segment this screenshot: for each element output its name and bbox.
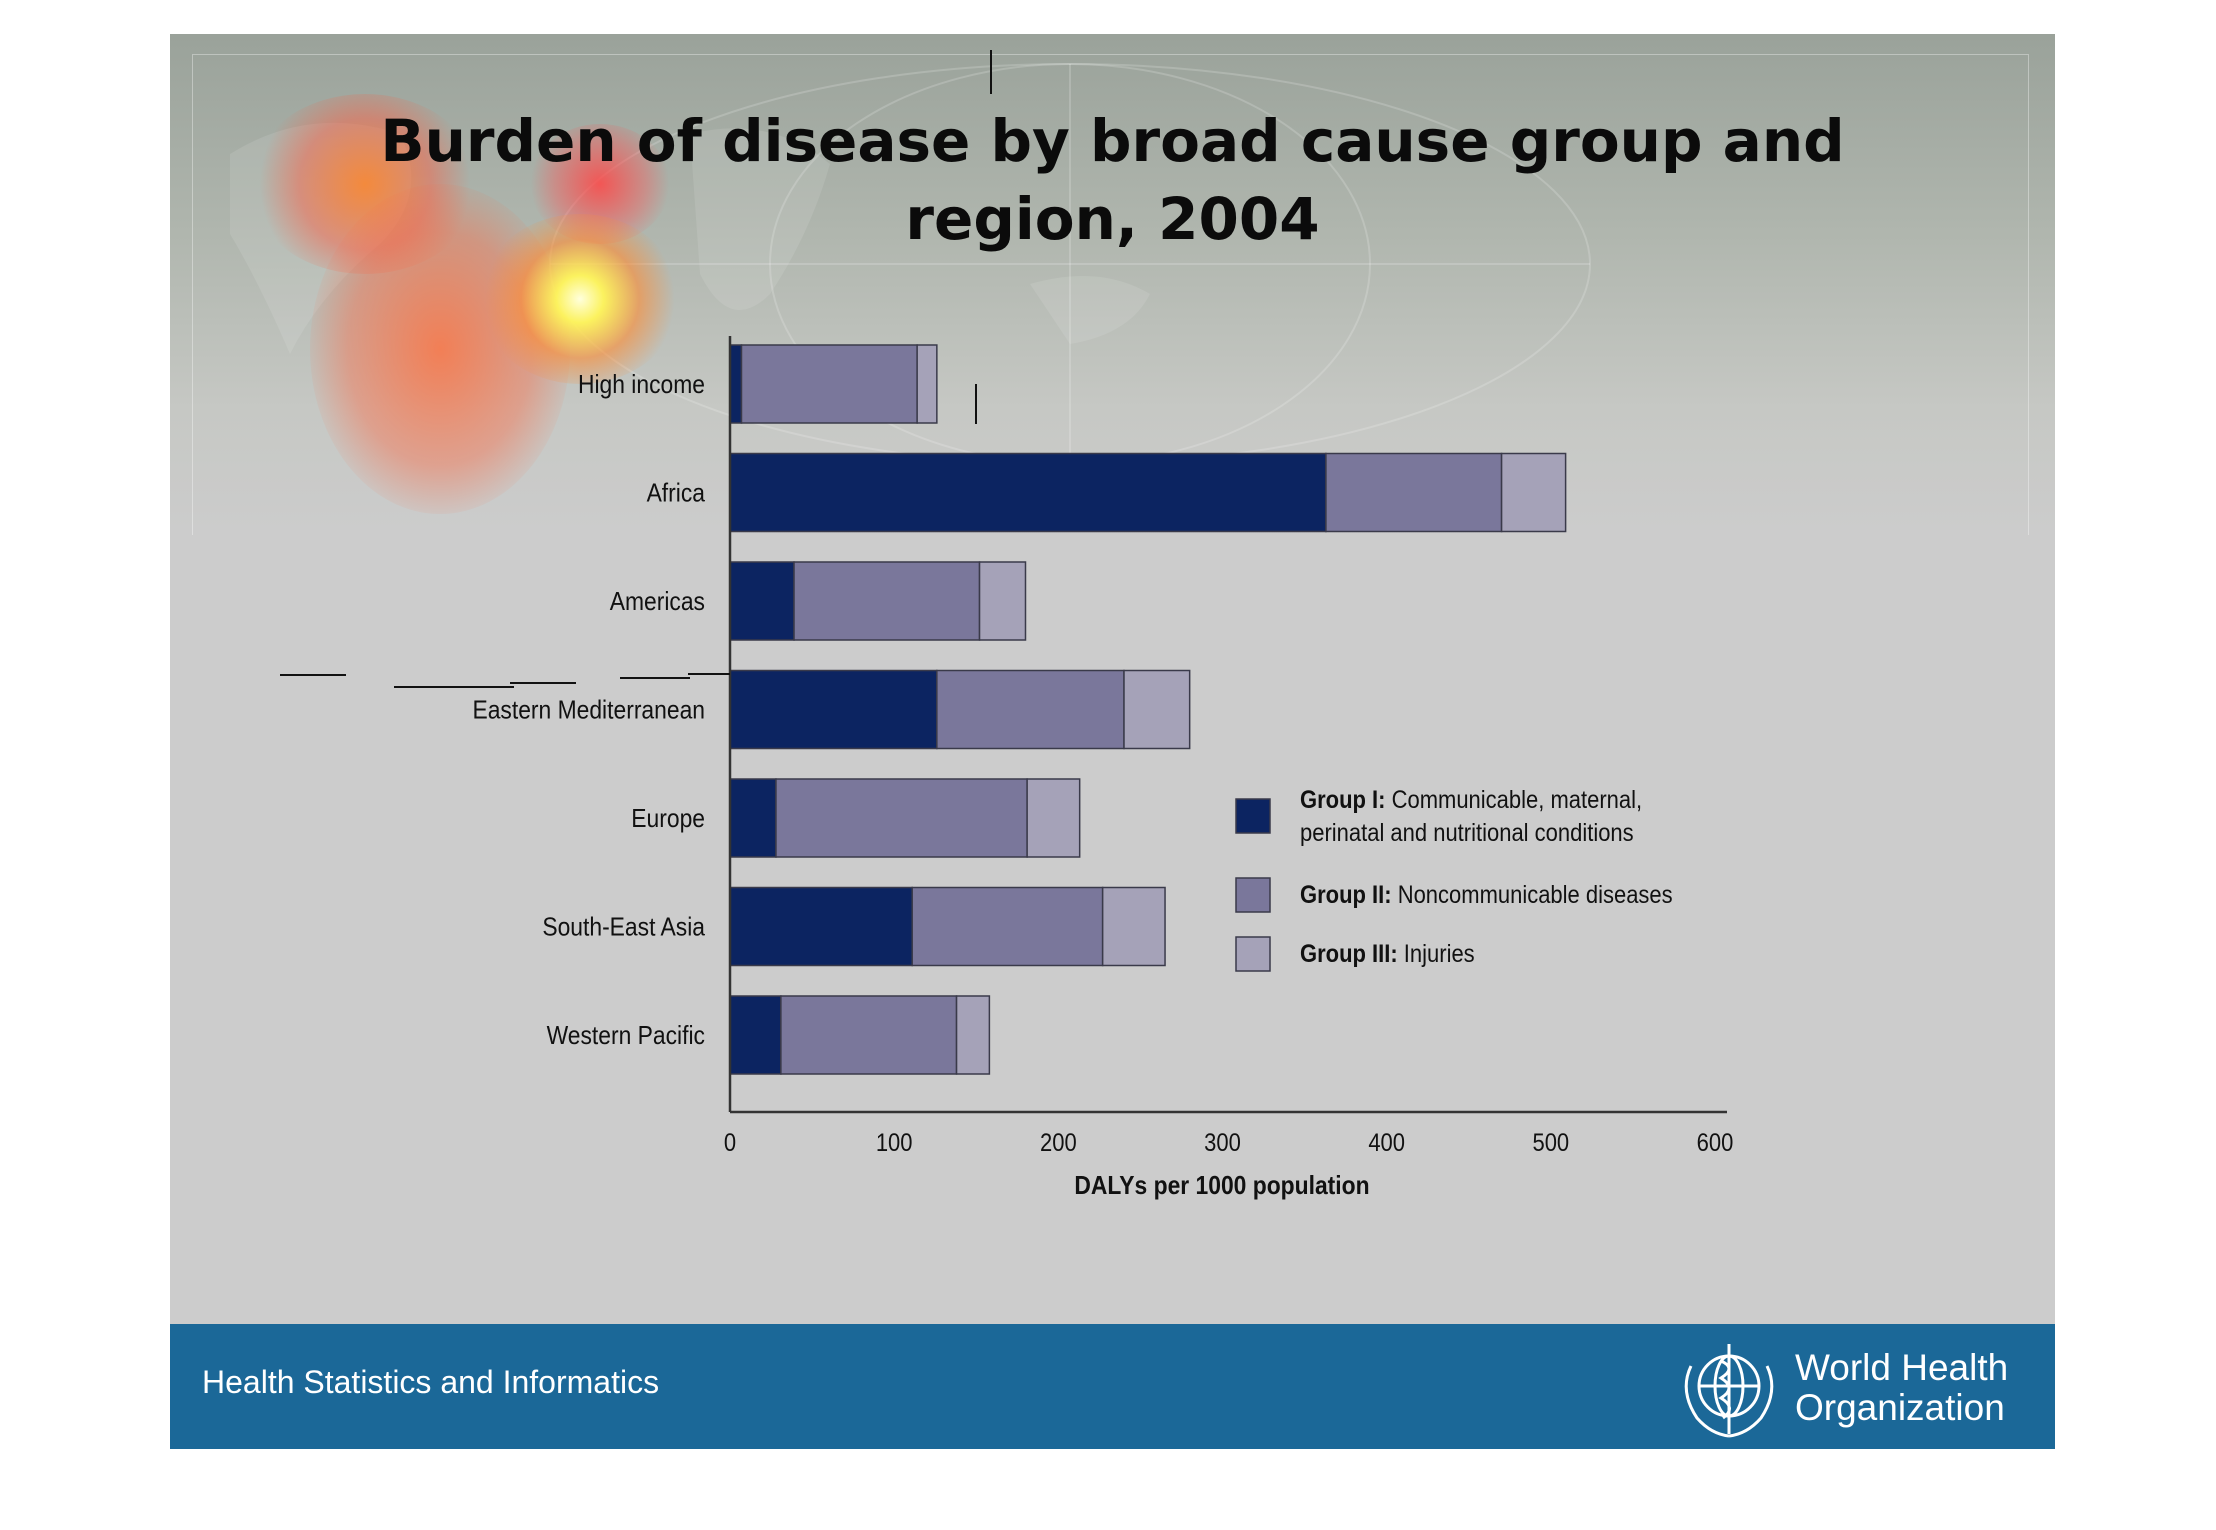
legend-label: Group I: Communicable, maternal,: [1300, 786, 1642, 814]
bar-segment: [1026, 778, 1081, 858]
legend-swatch: [1235, 936, 1271, 972]
bar-segment: [729, 561, 795, 641]
bar-segment: [936, 669, 1125, 750]
x-axis-label: DALYs per 1000 population: [1074, 1172, 1369, 1201]
stray-line: [510, 682, 576, 684]
bar-segment: [1500, 452, 1567, 533]
legend-series-desc: Injuries: [1404, 940, 1475, 968]
title-line-1: Burden of disease by broad cause group a…: [380, 107, 1845, 175]
bar-segment: [729, 778, 777, 858]
legend-series-name: Group II:: [1300, 881, 1398, 909]
bar-segment: [793, 561, 981, 641]
legend-label-continued: perinatal and nutritional conditions: [1300, 819, 1634, 847]
category-label: Western Pacific: [547, 1022, 705, 1051]
x-tick-label: 500: [1532, 1129, 1569, 1157]
bar-segment: [1101, 886, 1166, 967]
bar-segment: [1123, 669, 1191, 750]
bar-segment: [729, 886, 913, 967]
legend-series-desc: Noncommunicable diseases: [1398, 881, 1673, 909]
legend-swatch: [1235, 877, 1271, 913]
bar-segment: [740, 344, 918, 424]
bar-segment: [729, 669, 938, 750]
x-tick-label: 300: [1204, 1129, 1241, 1157]
stray-line: [394, 686, 514, 688]
legend-label: Group II: Noncommunicable diseases: [1300, 881, 1673, 909]
bar-segment: [729, 995, 782, 1075]
category-label: Europe: [631, 805, 705, 834]
legend-label: Group III: Injuries: [1300, 940, 1475, 968]
page-title: Burden of disease by broad cause group a…: [170, 102, 2055, 258]
stray-line: [688, 673, 730, 675]
bar-segment: [775, 778, 1028, 858]
who-logo: World Health Organization: [1671, 1336, 2011, 1441]
who-name: World Health Organization: [1795, 1348, 2008, 1428]
stray-line: [975, 384, 977, 424]
category-label: Africa: [647, 479, 706, 508]
bar-segment: [729, 344, 743, 424]
legend-series-name: Group III:: [1300, 940, 1404, 968]
who-emblem-icon: [1684, 1344, 1774, 1438]
x-tick-label: 400: [1368, 1129, 1405, 1157]
header-frame: [192, 54, 2029, 535]
category-label: South-East Asia: [542, 913, 705, 942]
bar-chart: High income Africa Americas Eastern Mediter…: [472, 336, 1734, 1201]
bar-segment: [729, 452, 1327, 533]
category-label: Americas: [610, 588, 705, 617]
bar-segment: [978, 561, 1027, 641]
bar-segment: [955, 995, 991, 1075]
stray-line: [990, 50, 992, 94]
bar-segment: [911, 886, 1104, 967]
legend-series-desc: Communicable, maternal,: [1392, 786, 1642, 814]
legend-swatch: [1235, 798, 1271, 834]
x-tick-label: 200: [1040, 1129, 1077, 1157]
stray-line: [280, 674, 346, 676]
x-tick-label: 600: [1697, 1129, 1734, 1157]
bar-segment: [916, 344, 938, 424]
who-name-line-2: Organization: [1795, 1387, 2005, 1428]
category-label: Eastern Mediterranean: [472, 696, 705, 725]
footer-text: Health Statistics and Informatics: [202, 1364, 660, 1400]
bar-segment: [1325, 452, 1503, 533]
x-tick-label: 100: [876, 1129, 913, 1157]
stray-line: [620, 677, 690, 679]
legend-series-name: Group I:: [1300, 786, 1392, 814]
who-name-line-1: World Health: [1795, 1347, 2009, 1388]
footer-bar: Health Statistics and Informatics World …: [170, 1324, 2055, 1449]
category-label: High income: [578, 371, 705, 400]
x-tick-label: 0: [724, 1129, 736, 1157]
bar-segment: [780, 995, 958, 1075]
title-line-2: region, 2004: [905, 185, 1320, 253]
slide: Burden of disease by broad cause group a…: [170, 34, 2055, 1449]
